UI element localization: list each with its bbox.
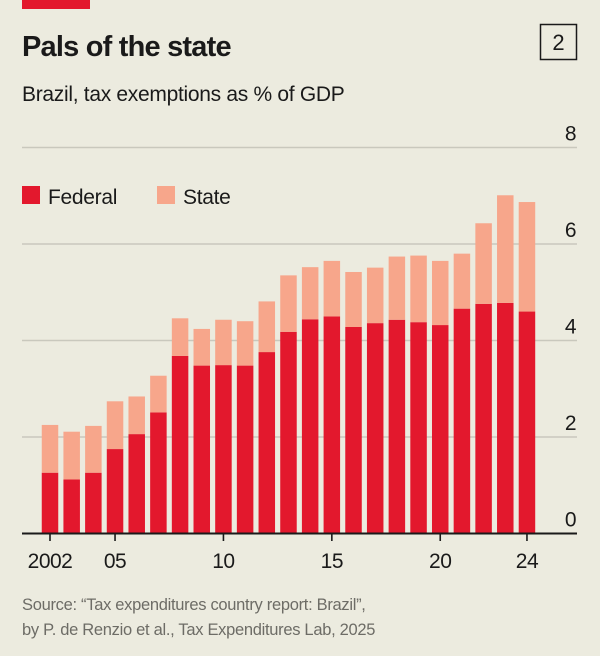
bar-state-2013 bbox=[280, 275, 297, 332]
bar-federal-2013 bbox=[280, 331, 297, 534]
bar-state-2004 bbox=[85, 425, 102, 473]
source-line-2: by P. de Renzio et al., Tax Expenditures… bbox=[22, 621, 375, 639]
bar-federal-2017 bbox=[366, 323, 384, 534]
x-tick-label: 2002 bbox=[28, 550, 73, 573]
bar-federal-2018 bbox=[388, 319, 406, 534]
y-tick-label: 0 bbox=[565, 509, 576, 532]
bar-state-2005 bbox=[106, 401, 124, 450]
bar-federal-2011 bbox=[236, 365, 254, 534]
bar-state-2024 bbox=[518, 202, 536, 312]
bar-state-2010 bbox=[215, 319, 232, 366]
bar-federal-2003 bbox=[63, 479, 80, 534]
bar-state-2011 bbox=[236, 321, 254, 366]
y-tick-label: 4 bbox=[565, 316, 577, 339]
bar-federal-2005 bbox=[106, 449, 124, 534]
chart-number-badge bbox=[539, 23, 578, 61]
bar-federal-2023 bbox=[497, 302, 514, 534]
bar-federal-2012 bbox=[258, 352, 276, 534]
x-tick-label: 20 bbox=[429, 550, 451, 573]
bar-state-2017 bbox=[366, 267, 384, 324]
legend-swatch-state bbox=[157, 186, 175, 204]
bar-federal-2002 bbox=[41, 472, 59, 534]
bar-state-2019 bbox=[410, 255, 427, 323]
bar-federal-2021 bbox=[453, 308, 471, 534]
x-tick-label: 24 bbox=[516, 550, 539, 573]
bar-federal-2008 bbox=[171, 355, 189, 534]
bar-state-2002 bbox=[41, 424, 59, 473]
y-tick-label: 8 bbox=[565, 123, 576, 146]
bar-state-2018 bbox=[388, 256, 406, 320]
chart-title: Pals of the state bbox=[22, 31, 231, 63]
x-tick-label: 10 bbox=[212, 550, 234, 573]
bar-federal-2024 bbox=[518, 311, 536, 534]
legend-label-state: State bbox=[183, 186, 231, 209]
bar-federal-2019 bbox=[410, 322, 427, 534]
x-tick-label: 15 bbox=[321, 550, 343, 573]
legend-label-federal: Federal bbox=[48, 186, 117, 209]
x-axis-ticks: 2002 05 10 15 20 24 bbox=[28, 533, 539, 573]
bar-state-2008 bbox=[171, 318, 189, 356]
bar-state-2023 bbox=[497, 195, 514, 303]
x-tick-label: 05 bbox=[104, 550, 126, 573]
chart-subtitle: Brazil, tax exemptions as % of GDP bbox=[22, 83, 344, 106]
chart-number: 2 bbox=[552, 30, 564, 55]
bar-federal-2015 bbox=[323, 316, 341, 534]
bar-federal-2007 bbox=[150, 412, 167, 534]
y-tick-label: 6 bbox=[565, 219, 576, 242]
bar-federal-2009 bbox=[193, 365, 211, 534]
bar-state-2015 bbox=[323, 260, 341, 317]
bar-federal-2020 bbox=[431, 325, 449, 534]
y-tick-label: 2 bbox=[565, 412, 576, 435]
bar-state-2016 bbox=[345, 271, 362, 327]
bar-federal-2004 bbox=[85, 472, 102, 534]
bar-state-2012 bbox=[258, 301, 276, 353]
source-line-1: Source: “Tax expenditures country report… bbox=[22, 596, 366, 614]
legend-swatch-federal bbox=[22, 186, 40, 204]
bar-state-2022 bbox=[475, 223, 492, 304]
bar-federal-2010 bbox=[215, 365, 232, 534]
bar-state-2021 bbox=[453, 253, 471, 309]
bar-state-2003 bbox=[63, 431, 80, 480]
brand-bar bbox=[22, 0, 90, 9]
bar-federal-2016 bbox=[345, 326, 362, 534]
bar-federal-2006 bbox=[128, 434, 145, 534]
bar-state-2020 bbox=[431, 260, 449, 326]
bar-state-2014 bbox=[301, 267, 319, 320]
gridlines: 0 2 4 6 8 bbox=[22, 123, 577, 532]
bar-federal-2014 bbox=[301, 319, 319, 534]
legend: Federal State bbox=[22, 186, 231, 209]
bar-state-2007 bbox=[150, 375, 167, 413]
bar-state-2006 bbox=[128, 396, 145, 435]
bar-federal-2022 bbox=[475, 303, 492, 534]
bars bbox=[41, 195, 536, 534]
bar-state-2009 bbox=[193, 328, 211, 366]
